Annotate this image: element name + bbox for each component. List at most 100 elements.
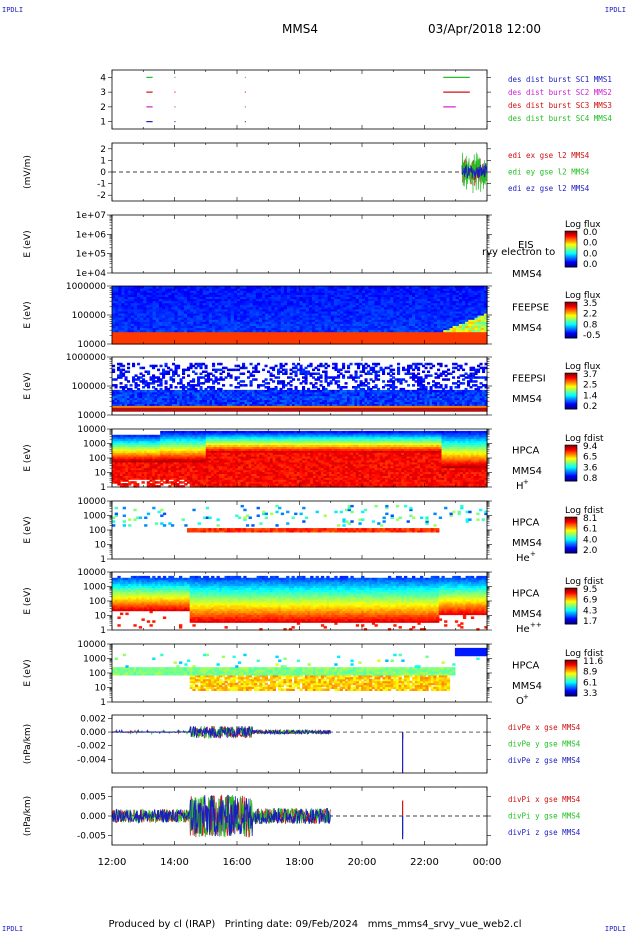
spectrogram-cell	[272, 380, 276, 383]
spectrogram-cell	[337, 290, 341, 293]
spectrogram-cell	[114, 384, 118, 387]
spectrogram-cell	[221, 296, 226, 300]
spectrogram-cell	[330, 304, 335, 308]
spectrogram-cell	[158, 315, 163, 318]
spectrogram-cell	[390, 333, 394, 337]
spectrogram-cell	[352, 323, 357, 326]
spectrogram-cell	[268, 327, 272, 331]
spectrogram-cell	[218, 327, 222, 331]
spectrogram-cell	[224, 286, 229, 289]
spectrogram-cell	[299, 288, 304, 291]
spectrogram-cell	[355, 288, 360, 291]
spectrogram-cell	[243, 298, 247, 302]
spectrogram-cell	[158, 325, 163, 329]
spectrogram-cell	[112, 368, 116, 372]
spectrogram-cell	[290, 310, 294, 314]
spectrogram-cell	[183, 312, 188, 316]
spectrogram-cell	[302, 308, 307, 312]
spectrogram-cell	[343, 294, 347, 297]
spectrogram-cell	[187, 331, 191, 335]
spectrogram-cell	[190, 306, 194, 310]
spectrogram-cell	[158, 312, 163, 316]
spectrogram-cell	[240, 302, 244, 306]
spectrogram-cell	[149, 296, 154, 300]
spectrogram-cell	[365, 325, 369, 329]
spectrogram-cell	[202, 300, 207, 304]
spectrogram-cell	[305, 292, 310, 295]
spectrogram-cell	[383, 319, 388, 322]
spectrogram-cell	[124, 376, 128, 379]
spectrogram-cell	[340, 286, 344, 289]
spectrogram-cell	[333, 290, 338, 293]
spectrogram-cell	[271, 317, 276, 320]
spectrogram-cell	[127, 319, 132, 322]
spectrogram-cell	[287, 339, 291, 343]
spectrogram-cell	[196, 327, 201, 331]
spectrogram-cell	[252, 323, 257, 326]
spectrogram-cell	[224, 335, 229, 339]
spectrogram-cell	[268, 290, 272, 293]
spectrogram-cell	[258, 304, 263, 308]
spectrogram-cell	[199, 323, 204, 326]
spectrogram-cell	[165, 335, 169, 339]
spectrogram-cell	[174, 339, 179, 343]
spectrogram-cell	[287, 331, 291, 335]
spectrogram-cell	[365, 304, 369, 308]
spectrogram-cell	[168, 319, 172, 322]
spectrogram-cell	[124, 319, 129, 322]
spectrogram-cell	[193, 310, 197, 314]
spectrogram-cell	[349, 296, 354, 300]
spectrogram-cell	[258, 323, 263, 326]
spectrogram-cell	[318, 306, 322, 310]
spectrogram-cell	[224, 294, 229, 297]
spectrogram-cell	[330, 312, 335, 316]
spectrogram-cell	[318, 296, 322, 300]
spectrogram-cell	[158, 339, 163, 343]
spectrogram-cell	[415, 286, 419, 289]
spectrogram-cell	[274, 335, 279, 339]
spectrogram-cell	[215, 317, 219, 320]
spectrogram-cell	[193, 337, 197, 341]
spectrogram-cell	[324, 319, 329, 322]
spectrogram-cell	[293, 306, 297, 310]
spectrogram-cell	[208, 292, 213, 295]
spectrogram-cell	[215, 306, 219, 310]
spectrogram-cell	[142, 366, 146, 370]
spectrogram-cell	[190, 296, 194, 300]
spectrogram-cell	[308, 319, 313, 322]
spectrogram-cell	[224, 312, 229, 316]
spectrogram-cell	[365, 339, 369, 343]
spectrogram-cell	[137, 333, 141, 337]
spectrogram-cell	[155, 317, 160, 320]
spectrogram-cell	[293, 341, 297, 345]
spectrogram-cell	[112, 364, 116, 368]
spectrogram-cell	[390, 339, 394, 343]
spectrogram-cell	[383, 288, 388, 291]
spectrogram-cell	[368, 337, 372, 341]
spectrogram-cell	[215, 308, 219, 312]
spectrogram-cell	[365, 335, 369, 339]
legend-entry: des dist burst SC3 MMS3	[508, 101, 612, 110]
spectrogram-cell	[155, 337, 160, 341]
spectrogram-cell	[262, 333, 266, 337]
spectrogram-cell	[133, 298, 138, 302]
spectrogram-cell	[205, 300, 210, 304]
spectrogram-cell	[240, 290, 244, 293]
spectrogram-cell	[280, 302, 285, 306]
spectrogram-cell	[305, 321, 310, 324]
spectrogram-cell	[271, 300, 276, 304]
spectrogram-cell	[283, 290, 288, 293]
spectrogram-cell	[280, 337, 285, 341]
spectrogram-cell	[340, 323, 344, 326]
spectrogram-cell	[149, 331, 154, 335]
spectrogram-cell	[180, 296, 185, 300]
spectrogram-cell	[118, 331, 122, 335]
spectrogram-cell	[249, 302, 254, 306]
spectrogram-cell	[115, 296, 119, 300]
spectrogram-cell	[115, 321, 119, 324]
spectrogram-cell	[171, 300, 176, 304]
spectrogram-cell	[168, 290, 172, 293]
colorbar-cell	[565, 265, 577, 268]
spectrogram-cell	[271, 298, 276, 302]
spectrogram-cell	[230, 337, 235, 341]
